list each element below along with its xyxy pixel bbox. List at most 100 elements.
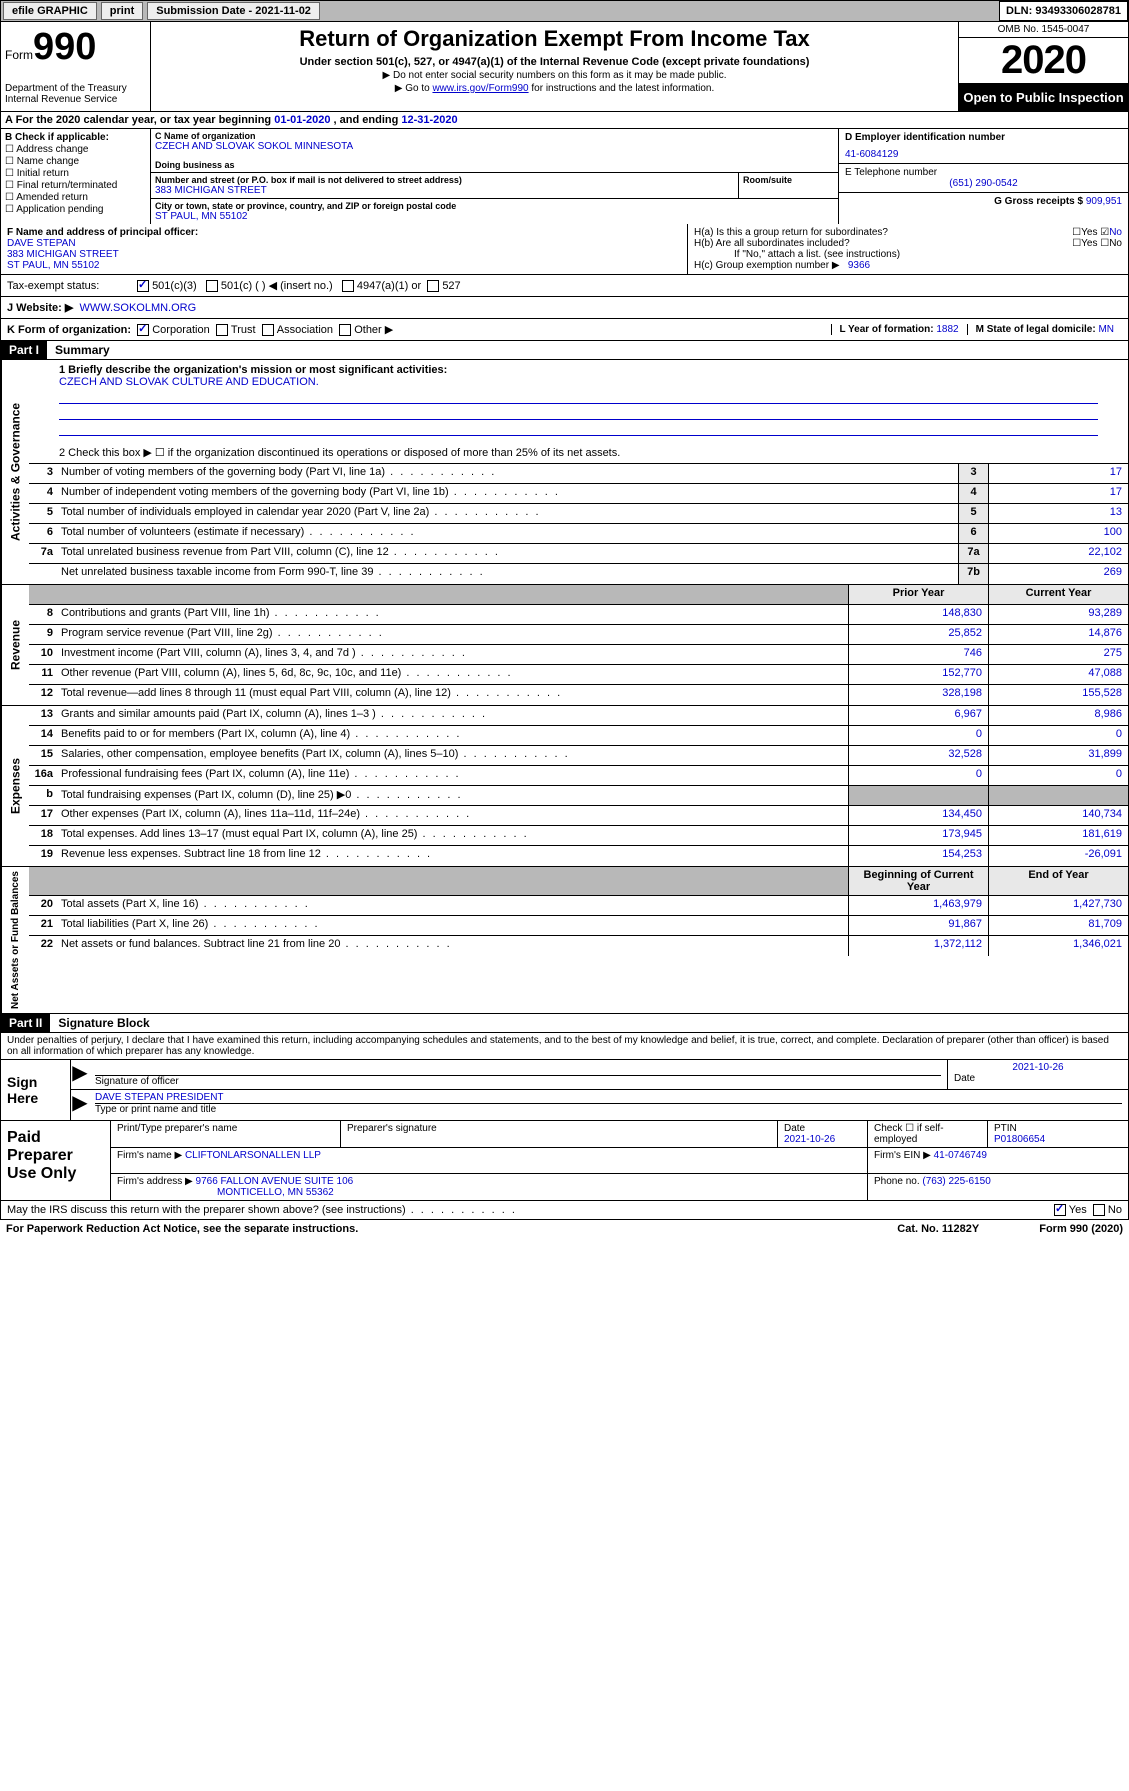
expenses-table: Expenses 13Grants and similar amounts pa… (0, 706, 1129, 867)
irs-link[interactable]: www.irs.gov/Form990 (432, 83, 528, 94)
sign-arrow-icon-2: ▶ (71, 1090, 89, 1117)
table-row: 22Net assets or fund balances. Subtract … (29, 936, 1128, 956)
bottom-row: For Paperwork Reduction Act Notice, see … (0, 1220, 1129, 1238)
dln: DLN: 93493306028781 (999, 1, 1128, 21)
activities-governance-table: Activities & Governance 1 Briefly descri… (0, 360, 1129, 585)
discuss-row: May the IRS discuss this return with the… (0, 1201, 1129, 1220)
paid-preparer-label: Paid Preparer Use Only (1, 1121, 111, 1200)
firm-name: CLIFTONLARSONALLEN LLP (185, 1150, 321, 1161)
sign-here-label: Sign Here (1, 1060, 71, 1120)
note-ssn: ▶ Do not enter social security numbers o… (159, 70, 950, 81)
table-row: 15Salaries, other compensation, employee… (29, 746, 1128, 766)
side-label-net: Net Assets or Fund Balances (1, 867, 29, 1013)
table-row: 6Total number of volunteers (estimate if… (29, 524, 1128, 544)
chk-trust[interactable] (216, 324, 228, 336)
department: Department of the Treasury Internal Reve… (5, 83, 146, 105)
ha-answer: ☐Yes ☑No (1072, 227, 1122, 238)
form-header: Form990 Department of the Treasury Inter… (0, 22, 1129, 112)
table-row: 16aProfessional fundraising fees (Part I… (29, 766, 1128, 786)
firm-phone: (763) 225-6150 (922, 1176, 990, 1187)
side-label-ag: Activities & Governance (1, 360, 29, 584)
omb-number: OMB No. 1545-0047 (959, 22, 1128, 38)
form-title-block: Return of Organization Exempt From Incom… (151, 22, 958, 111)
table-row: 19Revenue less expenses. Subtract line 1… (29, 846, 1128, 866)
submission-date: Submission Date - 2021-11-02 (147, 2, 320, 20)
table-row: 21Total liabilities (Part X, line 26)91,… (29, 916, 1128, 936)
table-row: 20Total assets (Part X, line 16)1,463,97… (29, 896, 1128, 916)
chk-527[interactable] (427, 280, 439, 292)
perjury-statement: Under penalties of perjury, I declare th… (0, 1033, 1129, 1060)
firm-addr1: 9766 FALLON AVENUE SUITE 106 (196, 1176, 354, 1187)
table-row: 14Benefits paid to or for members (Part … (29, 726, 1128, 746)
street-address: 383 MICHIGAN STREET (155, 185, 734, 196)
sig-officer-label: Signature of officer (95, 1076, 941, 1087)
paperwork-notice: For Paperwork Reduction Act Notice, see … (6, 1223, 358, 1235)
discuss-answer: Yes No (1054, 1204, 1122, 1216)
col-d-ein: D Employer identification number 41-6084… (838, 129, 1128, 224)
chk-final-return[interactable]: ☐ Final return/terminated (5, 180, 146, 191)
mission-label: 1 Briefly describe the organization's mi… (59, 364, 1098, 376)
col-b-checkboxes: B Check if applicable: ☐ Address change … (1, 129, 151, 224)
officer-addr2: ST PAUL, MN 55102 (7, 260, 681, 271)
ptin: P01806654 (994, 1134, 1122, 1145)
form-subtitle: Under section 501(c), 527, or 4947(a)(1)… (159, 56, 950, 68)
form-number: 990 (33, 26, 96, 68)
table-row: 13Grants and similar amounts paid (Part … (29, 706, 1128, 726)
chk-name-change[interactable]: ☐ Name change (5, 156, 146, 167)
part1-header: Part I Summary (0, 341, 1129, 360)
chk-4947[interactable] (342, 280, 354, 292)
header-right: OMB No. 1545-0047 2020 Open to Public In… (958, 22, 1128, 111)
tax-year: 2020 (959, 38, 1128, 84)
chk-501c[interactable] (206, 280, 218, 292)
chk-address-change[interactable]: ☐ Address change (5, 144, 146, 155)
year-formation: L Year of formation: 1882 (831, 324, 967, 335)
sign-here-section: Sign Here ▶ Signature of officer 2021-10… (0, 1060, 1129, 1121)
form-title: Return of Organization Exempt From Incom… (159, 26, 950, 52)
row-k-form-org: K Form of organization: Corporation Trus… (0, 319, 1129, 341)
form-id-block: Form990 Department of the Treasury Inter… (1, 22, 151, 111)
section-bcd: B Check if applicable: ☐ Address change … (0, 129, 1129, 224)
table-row: 7aTotal unrelated business revenue from … (29, 544, 1128, 564)
table-row: 3Number of voting members of the governi… (29, 464, 1128, 484)
col-c-org-info: C Name of organization CZECH AND SLOVAK … (151, 129, 838, 224)
form-footer: Form 990 (2020) (1039, 1223, 1123, 1235)
chk-association[interactable] (262, 324, 274, 336)
row-a-tax-year: A For the 2020 calendar year, or tax yea… (0, 112, 1129, 129)
firm-addr2: MONTICELLO, MN 55362 (117, 1187, 861, 1198)
org-name: CZECH AND SLOVAK SOKOL MINNESOTA (155, 141, 834, 152)
chk-other[interactable] (339, 324, 351, 336)
table-row: 5Total number of individuals employed in… (29, 504, 1128, 524)
section-fh: F Name and address of principal officer:… (0, 224, 1129, 275)
chk-corporation[interactable] (137, 324, 149, 336)
efile-button[interactable]: efile GRAPHIC (3, 2, 97, 20)
cat-no: Cat. No. 11282Y (897, 1223, 979, 1235)
ein: 41-6084129 (845, 149, 1122, 160)
table-row: 18Total expenses. Add lines 13–17 (must … (29, 826, 1128, 846)
telephone: (651) 290-0542 (845, 178, 1122, 189)
revenue-table: Revenue Prior Year Current Year 8Contrib… (0, 585, 1129, 706)
side-label-expenses: Expenses (1, 706, 29, 866)
chk-initial-return[interactable]: ☐ Initial return (5, 168, 146, 179)
mission-text: CZECH AND SLOVAK CULTURE AND EDUCATION. (59, 376, 1098, 388)
firm-ein: 41-0746749 (934, 1150, 987, 1161)
chk-application-pending[interactable]: ☐ Application pending (5, 204, 146, 215)
preparer-date: 2021-10-26 (784, 1134, 861, 1145)
table-row: 12Total revenue—add lines 8 through 11 (… (29, 685, 1128, 705)
top-bar: efile GRAPHIC print Submission Date - 20… (0, 0, 1129, 22)
chk-501c3[interactable] (137, 280, 149, 292)
state-domicile: M State of legal domicile: MN (967, 324, 1122, 335)
table-row: bTotal fundraising expenses (Part IX, co… (29, 786, 1128, 806)
table-row: 10Investment income (Part VIII, column (… (29, 645, 1128, 665)
chk-amended-return[interactable]: ☐ Amended return (5, 192, 146, 203)
print-button[interactable]: print (101, 2, 143, 20)
hb-answer: ☐Yes ☐No (1072, 238, 1122, 249)
table-row: 9Program service revenue (Part VIII, lin… (29, 625, 1128, 645)
table-row: Net unrelated business taxable income fr… (29, 564, 1128, 584)
row-i-tax-status: Tax-exempt status: 501(c)(3) 501(c) ( ) … (0, 275, 1129, 297)
officer-name: DAVE STEPAN (7, 238, 681, 249)
pycy-header: Prior Year Current Year (29, 585, 1128, 605)
line2-checkbox-text: 2 Check this box ▶ ☐ if the organization… (59, 446, 1098, 459)
paid-preparer-section: Paid Preparer Use Only Print/Type prepar… (0, 1121, 1129, 1201)
officer-addr1: 383 MICHIGAN STREET (7, 249, 681, 260)
officer-printed-name: DAVE STEPAN PRESIDENT (95, 1092, 1122, 1104)
